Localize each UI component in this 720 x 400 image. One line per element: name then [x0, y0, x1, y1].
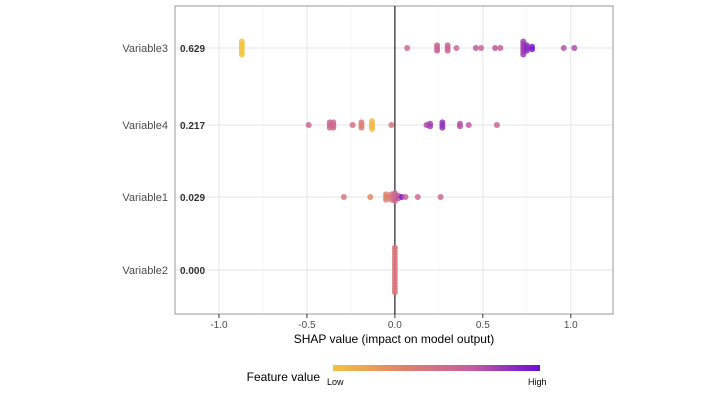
x-axis-title: SHAP value (impact on model output) — [294, 332, 495, 346]
shap-point — [238, 51, 245, 58]
shap-point — [520, 51, 527, 58]
shap-point — [414, 194, 421, 200]
shap-points — [238, 38, 578, 296]
x-axis-ticks: -1.0 -0.5 0.0 0.5 1.0 — [210, 314, 578, 331]
shap-point — [456, 123, 463, 130]
x-tick-label: 0.0 — [388, 320, 402, 331]
shap-point — [388, 122, 395, 128]
shap-point — [444, 47, 451, 54]
shap-point — [404, 45, 411, 51]
mean-abs-shap-label: 0.217 — [180, 121, 205, 132]
shap-point — [427, 123, 434, 130]
feature-name-label: Variable2 — [122, 265, 168, 277]
shap-point — [330, 124, 337, 131]
feature-name-label: Variable3 — [122, 43, 168, 55]
shap-point — [437, 194, 444, 200]
shap-point — [358, 124, 365, 131]
legend-colorbar — [333, 365, 540, 371]
mean-abs-shap-label: 0.000 — [180, 266, 205, 277]
shap-point — [305, 122, 312, 128]
shap-point — [523, 47, 530, 54]
shap-point — [402, 194, 409, 200]
shap-point — [391, 289, 398, 296]
shap-point — [472, 45, 479, 51]
shap-point — [492, 45, 499, 51]
legend-low-label: Low — [327, 377, 344, 387]
shap-point — [369, 125, 376, 132]
x-tick-label: 1.0 — [564, 320, 578, 331]
shap-point — [340, 194, 347, 200]
feature-name-label: Variable1 — [122, 192, 168, 204]
legend-high-label: High — [528, 377, 547, 387]
shap-point — [465, 122, 472, 128]
shap-point — [497, 45, 504, 51]
plot-panel — [174, 5, 614, 315]
shap-point — [383, 196, 390, 203]
shap-point — [367, 194, 374, 200]
x-tick-label: -1.0 — [210, 320, 228, 331]
x-tick-label: -0.5 — [298, 320, 316, 331]
shap-point — [493, 122, 500, 128]
mean-abs-shap-label: 0.029 — [180, 193, 205, 204]
shap-point — [529, 46, 536, 53]
shap-point — [571, 45, 578, 51]
shap-point — [439, 124, 446, 131]
shap-point — [560, 45, 567, 51]
shap-point — [349, 122, 356, 128]
shap-point — [434, 47, 441, 54]
shap-point — [453, 45, 460, 51]
mean-abs-shap-label: 0.629 — [180, 44, 205, 55]
x-tick-label: 0.5 — [476, 320, 490, 331]
legend-title: Feature value — [247, 370, 321, 384]
color-legend: Feature value Low High — [247, 365, 547, 387]
shap-point — [478, 45, 485, 51]
feature-labels: Variable3 0.629 Variable4 0.217 Variable1 0.0… — [122, 43, 205, 277]
feature-name-label: Variable4 — [122, 120, 168, 132]
